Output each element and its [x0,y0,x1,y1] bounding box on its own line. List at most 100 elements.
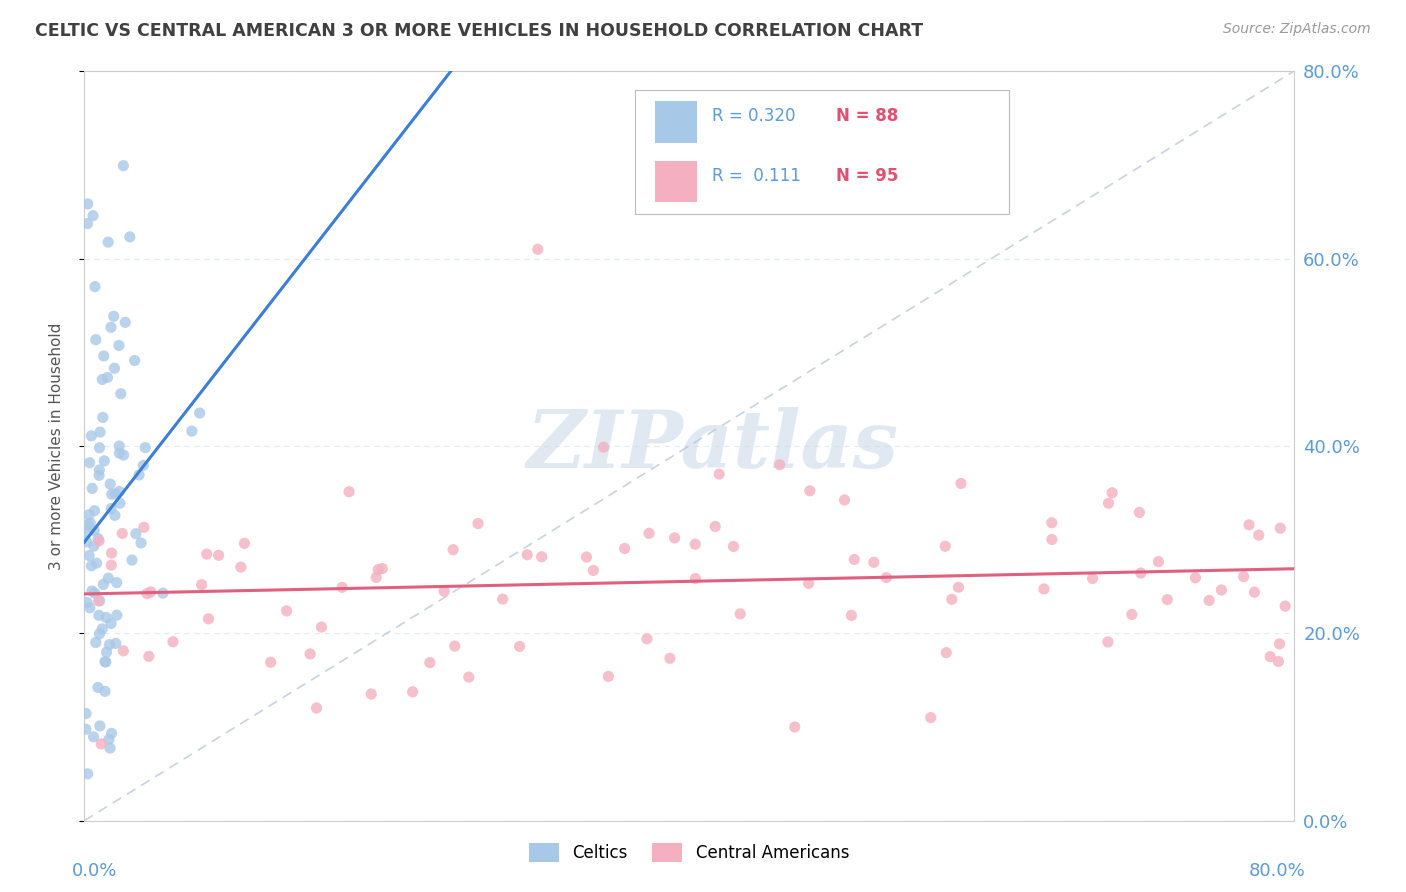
Point [934,539,956,553]
Point [87,533,110,548]
Point [723,540,745,554]
Point [1040,516,1063,530]
Point [82,209,104,223]
Point [797,576,820,591]
Point [197,612,219,626]
Text: R =  0.111: R = 0.111 [711,168,801,186]
Point [401,685,423,699]
Point [83,730,105,744]
Point [97,235,120,249]
Point [1270,521,1292,535]
Point [509,640,531,654]
Point [636,632,658,646]
Point [82,482,104,496]
Point [330,580,353,594]
Text: N = 95: N = 95 [837,168,898,186]
Point [728,607,751,621]
Point [100,487,122,501]
Point [108,496,131,510]
Point [180,424,202,438]
Point [80,584,103,599]
Point [132,520,155,534]
Point [875,571,897,585]
Text: N = 88: N = 88 [837,107,898,125]
Point [1243,585,1265,599]
Point [1121,607,1143,622]
Point [188,406,211,420]
Point [83,539,105,553]
Point [76,217,98,231]
Point [76,197,98,211]
Point [112,644,135,658]
Point [100,501,122,516]
Point [75,723,97,737]
Point [89,627,111,641]
Point [638,526,661,541]
Point [104,636,127,650]
Point [841,608,863,623]
Point [1211,582,1233,597]
Point [125,526,148,541]
Point [129,536,152,550]
Point [79,600,101,615]
Point [1184,571,1206,585]
Point [108,338,131,352]
Point [138,649,160,664]
Point [80,558,103,573]
Point [91,622,114,636]
Point [233,536,256,550]
Point [89,719,111,733]
Point [1097,635,1119,649]
Point [76,535,98,549]
Point [84,279,107,293]
Point [311,620,333,634]
Point [111,526,134,541]
Point [139,585,162,599]
Point [93,349,115,363]
Point [83,504,105,518]
Point [91,372,114,386]
Point [124,353,146,368]
Point [1237,517,1260,532]
Point [443,639,465,653]
Point [114,315,136,329]
Point [419,656,441,670]
Point [1247,528,1270,542]
Point [935,646,957,660]
Point [98,638,121,652]
Point [1267,655,1289,669]
Point [76,518,98,533]
Point [685,572,707,586]
Point [118,230,141,244]
Point [1128,505,1150,519]
Point [87,608,110,623]
Point [96,610,118,624]
Point [527,243,550,257]
Point [98,477,121,491]
Point [91,577,114,591]
Point [103,310,125,324]
Point [709,467,731,482]
Point [89,441,111,455]
Point [83,524,105,538]
Point [87,468,110,483]
Point [100,546,122,560]
Point [1233,569,1256,583]
Point [94,684,117,698]
Point [1040,533,1063,547]
Point [77,549,100,563]
Point [575,549,598,564]
Point [658,651,681,665]
Point [134,441,156,455]
Point [90,737,112,751]
Point [1198,593,1220,607]
Point [77,508,100,522]
Point [110,386,132,401]
Point [683,537,706,551]
Point [305,701,328,715]
FancyBboxPatch shape [634,90,1010,214]
Point [98,741,121,756]
Point [1081,572,1104,586]
Point [360,687,382,701]
Point [112,448,135,462]
